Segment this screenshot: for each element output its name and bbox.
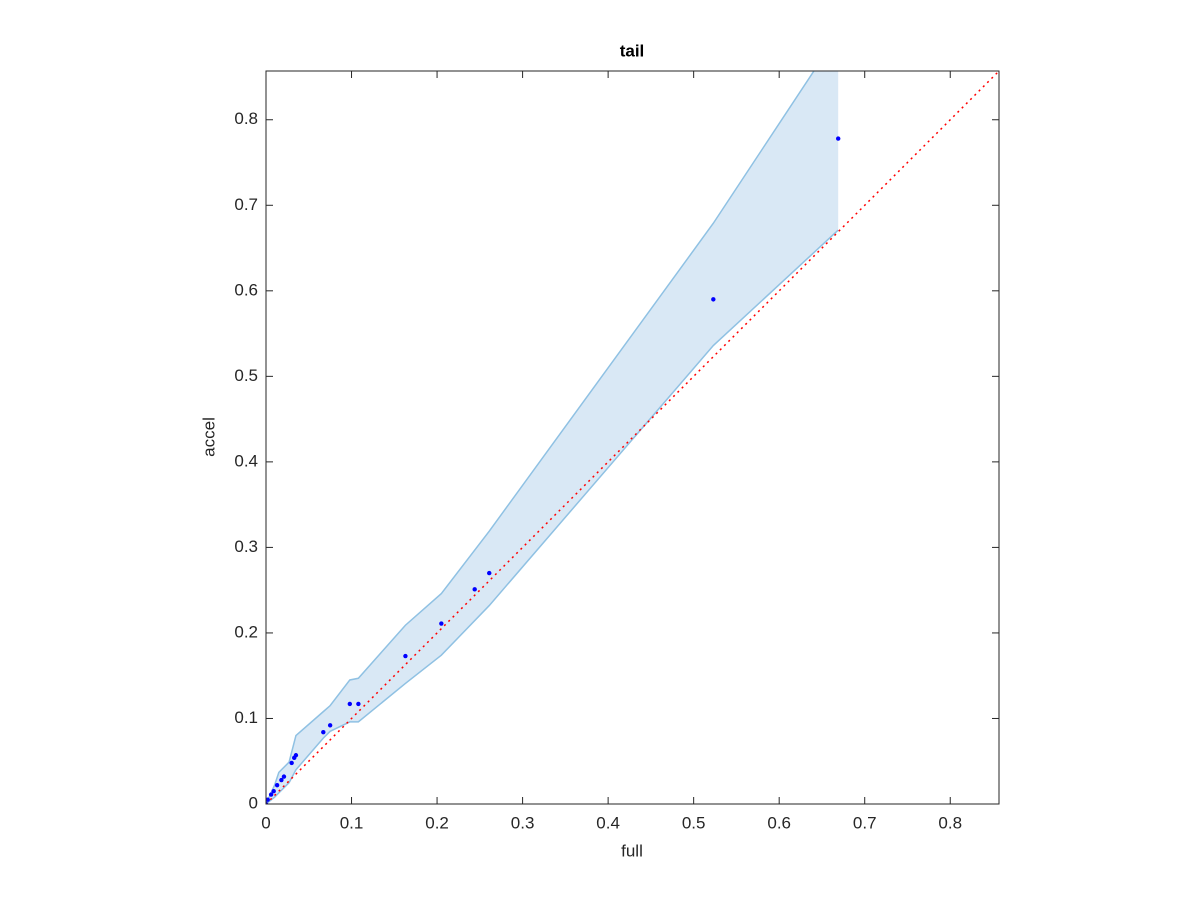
y-tick-label: 0 xyxy=(249,793,258,812)
point xyxy=(836,136,841,141)
band-fill xyxy=(266,71,839,804)
point xyxy=(279,777,284,783)
point xyxy=(439,621,444,626)
y-tick-label: 0.2 xyxy=(234,622,258,641)
point xyxy=(347,701,353,707)
point xyxy=(268,792,274,797)
x-tick-label: 0.8 xyxy=(938,813,962,832)
point xyxy=(472,587,477,592)
x-tick-label: 0 xyxy=(261,813,270,832)
point xyxy=(271,788,276,794)
y-tick-label: 0.8 xyxy=(234,109,258,128)
y-tick-label: 0.1 xyxy=(234,708,258,727)
plot-area xyxy=(266,71,999,804)
x-tick-label: 0.6 xyxy=(767,813,791,832)
point xyxy=(356,701,361,707)
x-tick-label: 0.2 xyxy=(425,813,449,832)
point xyxy=(266,797,270,802)
point xyxy=(281,774,287,779)
x-tick-label: 0.7 xyxy=(853,813,877,832)
point xyxy=(403,653,408,659)
band-upper xyxy=(266,71,815,804)
chart-title: tail xyxy=(620,41,645,60)
x-axis-label: full xyxy=(621,841,643,860)
y-axis-label: accel xyxy=(199,417,218,457)
band-lower xyxy=(266,229,839,804)
x-tick-label: 0.5 xyxy=(682,813,706,832)
x-tick-label: 0.1 xyxy=(340,813,364,832)
y-tick-label: 0.3 xyxy=(234,537,258,556)
y-tick-label: 0.5 xyxy=(234,366,258,385)
y-tick-label: 0.7 xyxy=(234,195,258,214)
point xyxy=(293,753,299,758)
point xyxy=(321,729,326,735)
x-tick-label: 0.4 xyxy=(596,813,620,832)
y-tick-label: 0.6 xyxy=(234,280,258,299)
x-tick-label: 0.3 xyxy=(511,813,535,832)
point xyxy=(274,782,280,788)
point xyxy=(266,801,269,804)
point xyxy=(487,570,492,576)
axes-box xyxy=(265,70,1000,805)
point xyxy=(327,723,333,728)
y-tick-label: 0.4 xyxy=(234,451,258,470)
point xyxy=(289,760,294,766)
point xyxy=(711,297,716,302)
